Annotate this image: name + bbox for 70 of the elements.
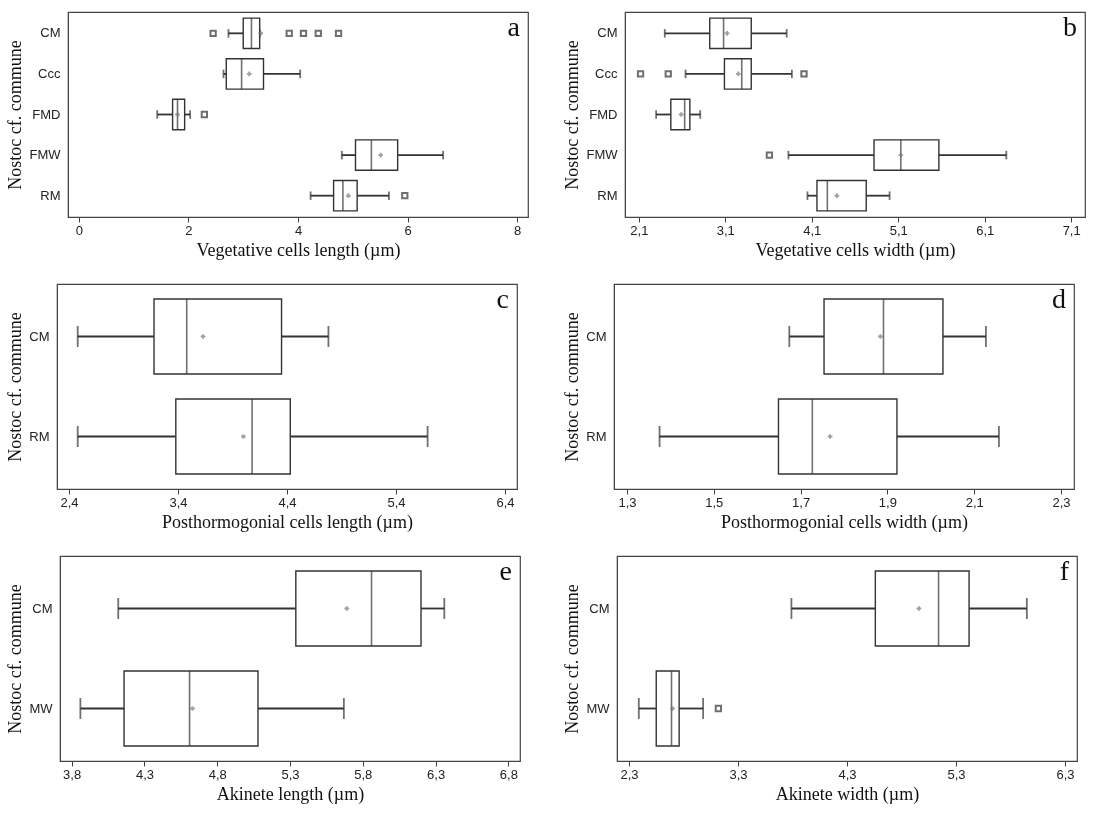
x-tick-label: 1,5 bbox=[705, 494, 724, 510]
x-tick-label: 6,4 bbox=[496, 494, 515, 510]
y-tick-label: FMW bbox=[29, 147, 62, 163]
x-tick-label: 4,8 bbox=[208, 766, 227, 782]
x-axis-title: Akinete width (µm) bbox=[775, 783, 920, 805]
x-tick-label: 7,1 bbox=[1062, 222, 1081, 238]
y-tick-label: CM bbox=[597, 25, 618, 41]
y-tick-label: FMD bbox=[589, 106, 618, 122]
y-tick-label: Ccc bbox=[38, 65, 61, 81]
x-axis-title: Posthormogonial cells length (µm) bbox=[162, 511, 413, 533]
x-tick-label: 0 bbox=[75, 222, 84, 238]
y-axis-title: Nostoc cf. commune bbox=[562, 584, 583, 734]
annotation: b bbox=[1063, 11, 1077, 42]
x-tick-label: 6,1 bbox=[976, 222, 995, 238]
x-tick-label: 3,4 bbox=[169, 494, 188, 510]
y-tick-label: RM bbox=[586, 428, 607, 444]
x-tick-label: 6 bbox=[404, 222, 412, 238]
x-axis-title: Posthormogonial cells width (µm) bbox=[721, 511, 968, 533]
annotation: d bbox=[1052, 283, 1066, 314]
y-tick-label: RM bbox=[40, 187, 61, 203]
x-tick-label: 5,1 bbox=[889, 222, 908, 238]
x-tick-label: 4,4 bbox=[278, 494, 297, 510]
x-tick-label: 2 bbox=[185, 222, 193, 238]
y-axis-title: Nostoc cf. commune bbox=[562, 312, 583, 462]
y-axis-title: Nostoc cf. commune bbox=[5, 40, 26, 190]
y-tick-label: RM bbox=[597, 187, 618, 203]
x-tick-label: 2,4 bbox=[60, 494, 79, 510]
x-tick-label: 6,3 bbox=[427, 766, 446, 782]
x-tick-label: 3,1 bbox=[716, 222, 735, 238]
x-tick-label: 3,3 bbox=[729, 766, 748, 782]
y-axis-title: Nostoc cf. commune bbox=[5, 312, 26, 462]
annotation: c bbox=[496, 283, 509, 314]
y-tick-label: CM bbox=[32, 600, 53, 616]
x-tick-label: 2,1 bbox=[630, 222, 649, 238]
y-axis-title: Nostoc cf. commune bbox=[5, 584, 26, 734]
y-tick-label: MW bbox=[29, 700, 54, 716]
x-tick-label: 3,8 bbox=[63, 766, 82, 782]
x-tick-label: 1,7 bbox=[792, 494, 811, 510]
x-tick-label: 1,3 bbox=[618, 494, 637, 510]
x-axis-title: Vegetative cells length (µm) bbox=[196, 239, 401, 261]
y-axis-title: Nostoc cf. commune bbox=[562, 40, 583, 190]
y-tick-label: CM bbox=[589, 600, 610, 616]
annotation: f bbox=[1059, 555, 1070, 586]
x-tick-label: 4,3 bbox=[838, 766, 857, 782]
x-tick-label: 2,1 bbox=[965, 494, 984, 510]
x-tick-label: 2,3 bbox=[1052, 494, 1071, 510]
y-tick-label: RM bbox=[29, 428, 50, 444]
x-tick-label: 5,3 bbox=[947, 766, 966, 782]
x-tick-label: 5,4 bbox=[387, 494, 406, 510]
annotation: e bbox=[499, 555, 512, 586]
x-axis-title: Vegetative cells width (µm) bbox=[755, 239, 956, 261]
y-tick-label: CM bbox=[29, 328, 50, 344]
x-tick-label: 4,1 bbox=[803, 222, 822, 238]
x-tick-label: 6,8 bbox=[499, 766, 518, 782]
y-tick-label: FMD bbox=[32, 106, 61, 122]
x-axis-title: Akinete length (µm) bbox=[216, 783, 365, 805]
y-tick-label: CM bbox=[586, 328, 607, 344]
y-tick-label: CM bbox=[40, 25, 61, 41]
y-tick-label: FMW bbox=[586, 147, 619, 163]
x-tick-label: 5,8 bbox=[354, 766, 373, 782]
x-tick-label: 4 bbox=[294, 222, 303, 238]
annotation: a bbox=[507, 11, 521, 42]
x-tick-label: 8 bbox=[513, 222, 522, 238]
x-tick-label: 5,3 bbox=[281, 766, 300, 782]
x-tick-label: 2,3 bbox=[620, 766, 639, 782]
y-tick-label: Ccc bbox=[595, 65, 618, 81]
x-tick-label: 6,3 bbox=[1056, 766, 1075, 782]
x-tick-label: 1,9 bbox=[878, 494, 897, 510]
x-tick-label: 4,3 bbox=[135, 766, 154, 782]
y-tick-label: MW bbox=[586, 700, 611, 716]
